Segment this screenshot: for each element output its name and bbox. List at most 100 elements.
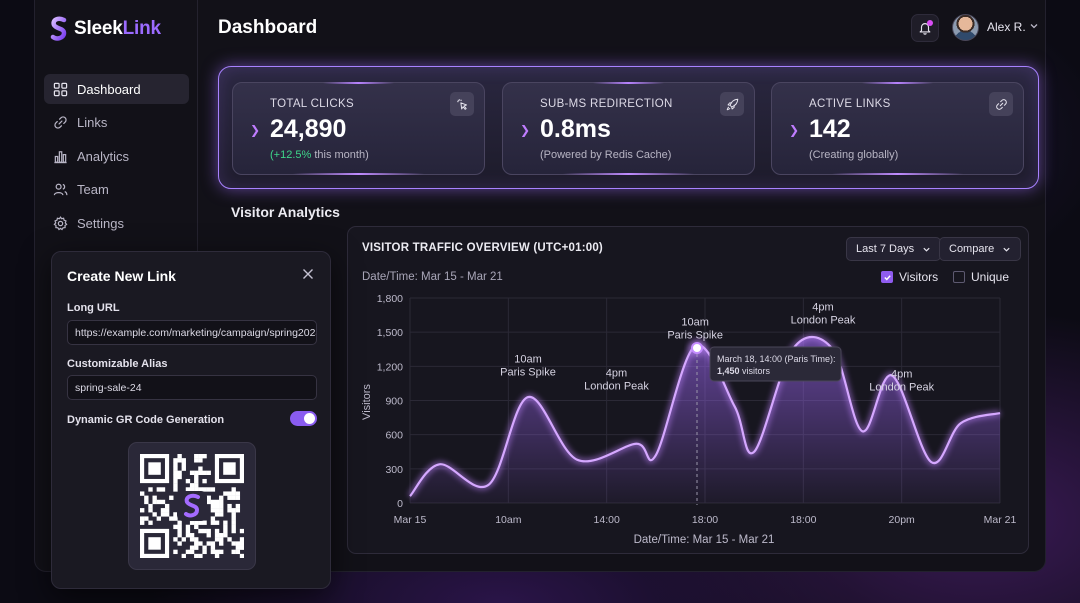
stat-icon-button[interactable] [989,92,1013,116]
x-axis-label: Date/Time: Mar 15 - Mar 21 [634,534,775,546]
unique-checkbox-label: Unique [971,270,1010,284]
rocket-icon [726,98,738,110]
y-tick-label: 600 [385,430,403,442]
sidebar-item-label: Settings [77,215,124,231]
alias-input[interactable]: spring-sale-24 [67,375,317,400]
stats-panel: ❯ TOTAL CLICKS 24,890 (+12.5% this month… [218,66,1039,189]
page-title: Dashboard [218,17,318,38]
create-link-title: Create New Link [67,268,176,284]
notification-dot [927,20,933,26]
sidebar-item-label: Links [77,115,108,130]
sidebar-item-settings[interactable]: Settings [44,208,189,238]
x-tick-label: Mar 21 [984,514,1017,526]
y-axis-label: Visitors [361,384,373,420]
peak-annotation: London Peak [791,315,856,327]
chevron-down-icon[interactable] [1029,21,1039,31]
peak-annotation: 4pm [812,302,833,314]
x-tick-label: 10am [495,514,522,526]
chevron-right-icon: ❯ [250,123,261,137]
range-select[interactable]: Last 7 Days [846,237,942,261]
stat-card-redirection[interactable]: ❯ SUB-MS REDIRECTION 0.8ms (Powered by R… [502,82,755,175]
peak-annotation: London Peak [584,381,649,393]
chevron-right-icon: ❯ [520,123,531,137]
long-url-input[interactable]: https://example.com/marketing/campaign/s… [67,320,317,345]
bar-chart-icon [54,150,67,163]
stat-icon-button[interactable] [450,92,474,116]
y-tick-label: 1,200 [377,361,403,373]
y-tick-label: 900 [385,396,403,408]
tooltip-line: March 18, 14:00 (Paris Time): [717,354,836,364]
visitors-checkbox[interactable]: Visitors [881,270,938,284]
users-icon [53,183,68,196]
compare-select[interactable]: Compare [939,237,1022,261]
stat-label: TOTAL CLICKS [270,98,354,110]
stat-sub: (+12.5% this month) [270,149,369,161]
link-icon [995,98,1007,110]
gear-icon [53,215,68,230]
unique-checkbox[interactable]: Unique [953,270,1009,284]
stat-icon-button[interactable] [720,92,744,116]
range-select-label: Last 7 Days [856,243,915,255]
sidebar-nav: Dashboard Links Analytics Team Settings [44,74,189,242]
peak-annotation: Paris Spike [500,366,556,378]
hover-point[interactable] [691,342,703,354]
visitors-line [409,335,1001,497]
compare-select-label: Compare [949,243,995,255]
stat-sub-rest: this month) [311,149,369,161]
stat-card-active-links[interactable]: ❯ ACTIVE LINKS 142 (Creating globally) [771,82,1024,175]
close-icon[interactable] [302,268,314,280]
user-name[interactable]: Alex R. [987,20,1026,34]
peak-annotation: Paris Spike [667,329,723,341]
y-tick-label: 1,800 [377,293,403,305]
sidebar-item-team[interactable]: Team [44,175,189,205]
chart-date-range: Date/Time: Mar 15 - Mar 21 [362,271,503,283]
peak-annotation: 4pm [891,369,912,381]
stat-sub: (Powered by Redis Cache) [540,149,672,161]
sidebar-item-analytics[interactable]: Analytics [44,141,189,171]
qr-code-container [128,442,256,570]
qr-toggle[interactable] [290,411,317,426]
link-icon [54,116,67,129]
sidebar-item-label: Dashboard [77,81,141,97]
x-tick-label: 14:00 [594,514,620,526]
x-tick-label: 20pm [889,514,916,526]
stat-label: SUB-MS REDIRECTION [540,98,673,110]
y-tick-label: 0 [397,498,403,510]
visitor-traffic-chart: 0 300 600 900 1,200 1,500 1,800 Mar 15 10am 14:00… [361,293,1017,546]
bell-icon [919,23,931,35]
y-tick-label: 1,500 [377,327,403,339]
chevron-down-icon [923,247,930,252]
peak-annotation: 10am [514,353,542,365]
stat-change: (+12.5% [270,149,312,161]
notifications-button[interactable] [911,14,939,42]
x-tick-label: 18:00 [790,514,816,526]
sidebar-item-label: Analytics [77,148,130,164]
peak-annotation: 4pm [606,368,627,380]
chart-tooltip: March 18, 14:00 (Paris Time): 1,450 visi… [709,346,842,382]
x-tick-label: 18:00 [692,514,718,526]
grid-icon [53,82,68,96]
peak-annotation: 10am [681,316,709,328]
stat-value: 0.8ms [540,115,611,143]
y-tick-label: 300 [385,464,403,476]
checkbox-unchecked-icon [953,271,965,283]
qr-toggle-label: Dynamic GR Code Generation [67,414,225,426]
cursor-click-icon [456,98,467,110]
brand-logo[interactable]: SleekLink [50,16,161,42]
stat-label: ACTIVE LINKS [809,98,891,110]
create-link-panel: Create New Link Long URL https://example… [51,251,331,589]
chevron-right-icon: ❯ [789,123,800,137]
stat-value: 142 [809,115,851,143]
alias-label: Customizable Alias [67,358,168,370]
long-url-label: Long URL [67,302,120,314]
sidebar-item-links[interactable]: Links [44,108,189,138]
avatar[interactable] [952,14,979,41]
sidebar-item-dashboard[interactable]: Dashboard [44,74,189,104]
tooltip-value: 1,450 visitors [717,366,771,376]
x-tick-label: Mar 15 [394,514,427,526]
visitors-checkbox-label: Visitors [899,270,939,284]
stat-card-total-clicks[interactable]: ❯ TOTAL CLICKS 24,890 (+12.5% this month… [232,82,485,175]
section-title: Visitor Analytics [231,204,340,220]
brand-name: SleekLink [74,18,161,39]
qr-code-image[interactable] [140,454,244,558]
